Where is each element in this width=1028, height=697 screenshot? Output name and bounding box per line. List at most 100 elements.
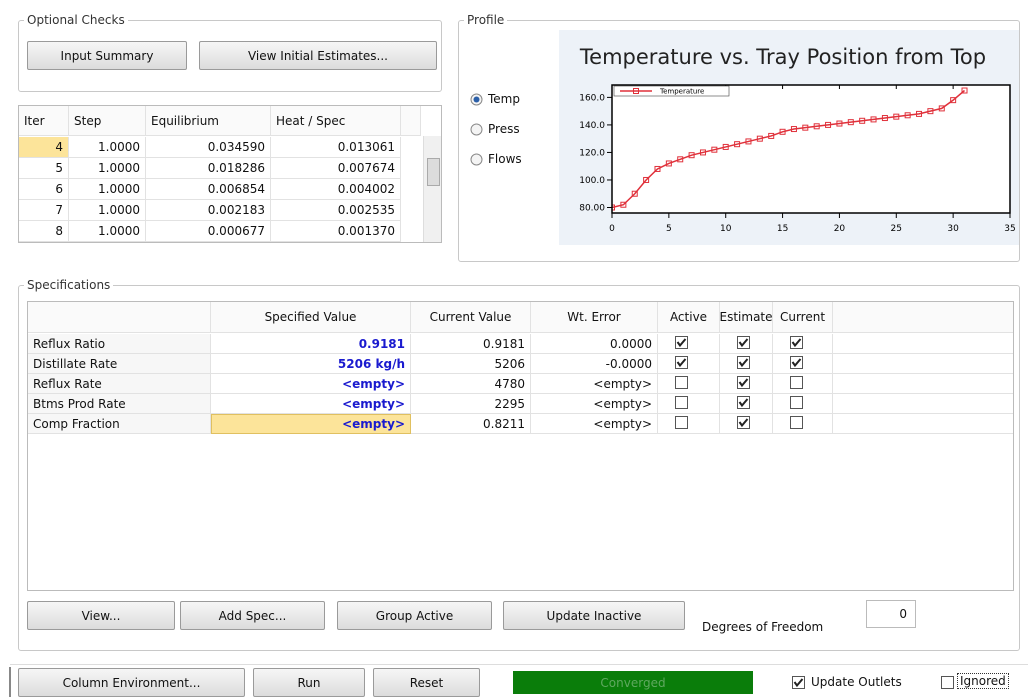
checkbox[interactable]	[675, 356, 688, 369]
series-marker	[711, 146, 718, 153]
table-cell[interactable]: 0.018286	[146, 158, 271, 179]
table-cell[interactable]: 0.001370	[271, 221, 401, 242]
legend-marker	[633, 88, 639, 94]
button[interactable]: Run	[253, 668, 365, 697]
series-marker	[813, 123, 820, 130]
checkbox[interactable]	[737, 416, 750, 429]
checkbox[interactable]	[737, 356, 750, 369]
column-header: Current	[773, 302, 833, 333]
button[interactable]: Input Summary	[27, 41, 187, 70]
profile	[458, 20, 1020, 262]
checkbox[interactable]	[790, 336, 803, 349]
table-cell[interactable]: 0.006854	[146, 179, 271, 200]
table-cell: -0.0000	[531, 354, 658, 374]
button[interactable]: Reset	[373, 668, 480, 697]
table-cell[interactable]: 0.002535	[271, 200, 401, 221]
checkbox[interactable]	[737, 336, 750, 349]
table-cell[interactable]: 0.002183	[146, 200, 271, 221]
table-cell	[833, 394, 1013, 414]
check-mark	[793, 678, 804, 688]
y-tick-label: 120.0	[579, 148, 605, 158]
series-marker	[904, 112, 911, 119]
series-marker	[916, 110, 923, 117]
spec-table: Specified Value Current Value Wt. Error Act…	[27, 301, 1014, 591]
checkbox[interactable]	[790, 416, 803, 429]
checkbox[interactable]	[737, 376, 750, 389]
table-cell	[720, 394, 773, 414]
series-marker	[688, 152, 695, 159]
table-cell[interactable]: 1.0000	[69, 137, 146, 158]
check-mark	[738, 398, 749, 408]
table-cell[interactable]: 0.007674	[271, 158, 401, 179]
series-marker	[836, 120, 843, 127]
radio-label[interactable]: Flows	[488, 152, 522, 166]
table-cell	[658, 334, 720, 354]
checkbox[interactable]	[790, 356, 803, 369]
checkbox[interactable]	[675, 336, 688, 349]
series	[612, 87, 968, 211]
button[interactable]: View...	[27, 601, 175, 630]
checkbox-box	[675, 416, 688, 429]
table-cell[interactable]: 4	[19, 137, 69, 158]
x-tick-label: 25	[891, 224, 902, 234]
table-cell[interactable]: 1.0000	[69, 200, 146, 221]
table-cell: Reflux Ratio	[28, 334, 211, 354]
table-cell[interactable]: 5206 kg/h	[211, 354, 411, 374]
column-header: Iter	[19, 106, 69, 136]
button[interactable]: Column Environment...	[18, 668, 245, 697]
button[interactable]: Group Active	[337, 601, 492, 630]
button[interactable]: View Initial Estimates...	[199, 41, 437, 70]
table-cell[interactable]: 0.013061	[271, 137, 401, 158]
table-cell[interactable]: <empty>	[211, 394, 411, 414]
radio-button[interactable]	[470, 93, 483, 106]
table-cell[interactable]: <empty>	[211, 414, 411, 434]
table-cell	[833, 334, 1013, 354]
checkbox[interactable]	[675, 376, 688, 389]
table-cell	[833, 374, 1013, 394]
series-marker	[893, 113, 900, 120]
button[interactable]: Add Spec...	[180, 601, 325, 630]
series-line	[612, 89, 965, 209]
table-cell[interactable]: 8	[19, 221, 69, 242]
checkbox[interactable]	[941, 676, 954, 689]
table-cell[interactable]: 6	[19, 179, 69, 200]
table-cell: <empty>	[531, 374, 658, 394]
table-cell	[773, 354, 833, 374]
y-tick-label: 160.0	[579, 93, 605, 103]
table-cell[interactable]: 7	[19, 200, 69, 221]
table-cell	[773, 374, 833, 394]
check-mark	[676, 358, 687, 368]
series-marker	[631, 190, 638, 197]
y-tick-label: 140.0	[579, 121, 605, 131]
table-cell[interactable]: 0.034590	[146, 137, 271, 158]
table-cell	[720, 354, 773, 374]
table-cell[interactable]: 1.0000	[69, 158, 146, 179]
checkbox[interactable]	[792, 676, 805, 689]
button[interactable]: Update Inactive	[503, 601, 685, 630]
column-header: Step	[69, 106, 146, 136]
table-cell[interactable]: 0.000677	[146, 221, 271, 242]
table-cell[interactable]: 0.9181	[211, 334, 411, 354]
table-cell: 4780	[411, 374, 531, 394]
checkbox-label[interactable]: Update Outlets	[811, 675, 902, 689]
checkbox[interactable]	[790, 376, 803, 389]
check-mark	[791, 338, 802, 348]
radio-label[interactable]: Temp	[488, 92, 520, 106]
checkbox-label[interactable]: Ignored	[957, 673, 1009, 689]
table-cell[interactable]: 5	[19, 158, 69, 179]
checkbox[interactable]	[675, 396, 688, 409]
table-cell: Comp Fraction	[28, 414, 211, 434]
checkbox[interactable]	[675, 416, 688, 429]
series-marker	[722, 143, 729, 150]
x-tick-label: 0	[609, 224, 615, 234]
table-cell[interactable]: <empty>	[211, 374, 411, 394]
table-cell[interactable]: 1.0000	[69, 221, 146, 242]
table-cell[interactable]: 0.004002	[271, 179, 401, 200]
radio-button[interactable]	[470, 153, 483, 166]
radio-button[interactable]	[470, 123, 483, 136]
table-cell	[658, 354, 720, 374]
checkbox[interactable]	[790, 396, 803, 409]
checkbox[interactable]	[737, 396, 750, 409]
radio-label[interactable]: Press	[488, 122, 520, 136]
table-cell[interactable]: 1.0000	[69, 179, 146, 200]
